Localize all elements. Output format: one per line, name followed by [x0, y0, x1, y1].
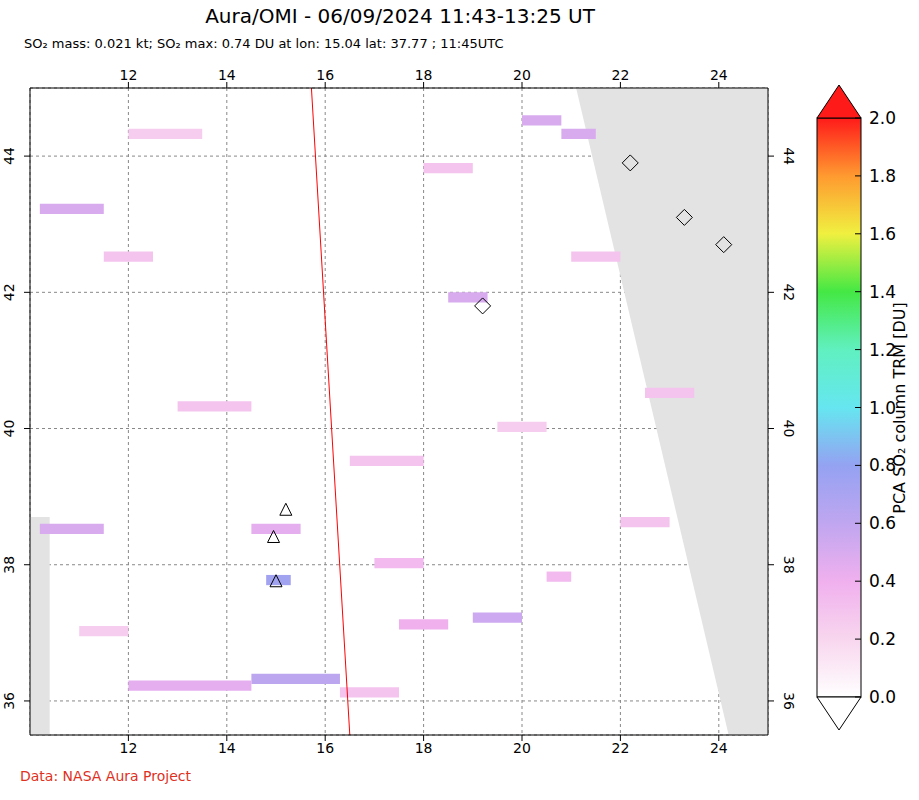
svg-text:1.8: 1.8 — [869, 166, 896, 186]
svg-text:42: 42 — [781, 283, 797, 301]
svg-text:24: 24 — [710, 67, 728, 83]
svg-text:44: 44 — [781, 147, 797, 165]
svg-text:PCA SO₂ column TRM [DU]: PCA SO₂ column TRM [DU] — [890, 302, 909, 513]
svg-text:24: 24 — [710, 740, 728, 756]
svg-text:1.6: 1.6 — [869, 224, 896, 244]
svg-text:20: 20 — [513, 740, 531, 756]
svg-text:0.0: 0.0 — [869, 687, 896, 707]
svg-text:14: 14 — [218, 740, 236, 756]
svg-text:14: 14 — [218, 67, 236, 83]
svg-text:12: 12 — [119, 740, 137, 756]
svg-text:1.4: 1.4 — [869, 282, 896, 302]
svg-text:36: 36 — [8, 692, 17, 710]
svg-text:16: 16 — [316, 740, 334, 756]
svg-text:36: 36 — [781, 692, 797, 710]
svg-text:42: 42 — [8, 283, 17, 301]
svg-text:2.0: 2.0 — [869, 108, 896, 128]
svg-text:1.0: 1.0 — [869, 398, 896, 418]
svg-text:0.6: 0.6 — [869, 513, 896, 533]
svg-text:38: 38 — [8, 556, 17, 574]
svg-text:40: 40 — [8, 420, 17, 438]
svg-text:44: 44 — [8, 147, 17, 165]
html-text:Data: NASA Aura Project: Data: NASA Aura Project — [20, 768, 191, 784]
svg-text:38: 38 — [781, 556, 797, 574]
svg-text:18: 18 — [415, 67, 433, 83]
svg-text:40: 40 — [781, 420, 797, 438]
svg-text:0.2: 0.2 — [869, 629, 896, 649]
svg-text:1.2: 1.2 — [869, 340, 896, 360]
svg-text:22: 22 — [611, 740, 629, 756]
html-text:SO₂ mass: 0.021 kt; SO₂ max: 0: SO₂ mass: 0.021 kt; SO₂ max: 0.74 DU at … — [24, 36, 504, 51]
svg-text:22: 22 — [611, 67, 629, 83]
svg-text:12: 12 — [119, 67, 137, 83]
svg-text:0.4: 0.4 — [869, 571, 896, 591]
svg-text:20: 20 — [513, 67, 531, 83]
svg-text:16: 16 — [316, 67, 334, 83]
svg-text:18: 18 — [415, 740, 433, 756]
svg-text:0.8: 0.8 — [869, 455, 896, 475]
html-text:Aura/OMI - 06/09/2024 11:43-13: Aura/OMI - 06/09/2024 11:43-13:25 UT — [205, 4, 595, 28]
